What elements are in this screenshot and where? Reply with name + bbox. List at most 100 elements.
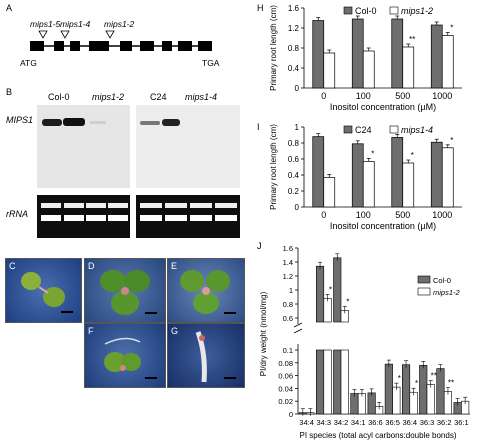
significance-mark: * [450, 24, 453, 33]
legend-label: Col-0 [433, 276, 451, 285]
rrna-band [215, 203, 237, 208]
y-tick-label: 0.04 [278, 384, 293, 393]
significance-mark: ** [448, 379, 454, 388]
bar [312, 136, 325, 208]
significance-mark: * [371, 149, 374, 158]
photo-letter: D [88, 261, 95, 271]
photo-c: C [5, 258, 82, 323]
photo-letter: F [88, 326, 94, 336]
rrna-band [165, 215, 187, 221]
bar [350, 393, 359, 415]
rrna-band [190, 203, 212, 208]
rrna-band [41, 203, 61, 208]
bar [426, 384, 435, 415]
chart-i: 0 0.2 0.4 0.6 0.8 1 0 100 500 1000 * * * C24 mips1-4 Pr… [269, 123, 462, 231]
y-tick-label: 0 [289, 410, 293, 419]
bar [430, 141, 443, 208]
chart-h: 00.40.81.21.60 100 500 1000***Col-0 mips1-2P… [269, 4, 462, 112]
blot-membrane [37, 105, 130, 188]
lane-label: Col-0 [48, 92, 70, 102]
legend-swatch [389, 6, 399, 15]
bar [323, 298, 332, 323]
bar [362, 161, 375, 208]
y-tick-label: 1.6 [288, 4, 300, 13]
rrna-band [64, 203, 84, 208]
legend-swatch [417, 287, 431, 296]
significance-mark: * [415, 379, 418, 388]
bar [351, 18, 364, 89]
insertion-triangle [105, 30, 115, 39]
y-tick-label: 0 [295, 203, 300, 212]
rrna-band [86, 203, 106, 208]
y-tick-label: 1 [289, 286, 293, 295]
legend-label: C24 [355, 125, 372, 135]
x-tick-label: 100 [356, 210, 371, 220]
rrna-band [86, 215, 106, 221]
rrna-band [41, 215, 61, 221]
mips1-band [140, 121, 160, 125]
mips1-band [162, 119, 180, 126]
stop-codon-label: TGA [202, 58, 220, 68]
mips1-band [90, 121, 106, 124]
y-tick-label: 0.8 [288, 139, 300, 148]
y-axis-title: Primary root length (cm) [269, 5, 278, 91]
bar [316, 349, 325, 415]
y-tick-label: 0.6 [288, 155, 300, 164]
rrna-band [215, 215, 237, 221]
legend-label: mips1-4 [401, 125, 433, 135]
significance-mark: * [346, 297, 349, 306]
panel-a-letter: A [6, 3, 13, 13]
y-tick-label: 0.02 [278, 397, 293, 406]
x-axis-title: Inositol concentration (µM) [330, 102, 436, 112]
mips1-band [42, 119, 62, 126]
rrna-band [108, 203, 128, 208]
rrna-band [190, 215, 212, 221]
row-label: rRNA [6, 209, 28, 219]
legend-swatch [343, 6, 353, 15]
photo-letter: E [171, 261, 178, 271]
row-label: MIPS1 [6, 115, 33, 125]
significance-mark: ** [431, 372, 437, 381]
exon [140, 41, 154, 51]
lane-label: C24 [150, 92, 167, 102]
x-tick-label: 36:5 [385, 418, 400, 427]
y-tick-label: 1.4 [283, 258, 293, 267]
start-codon-label: ATG [20, 58, 37, 68]
significance-mark: ** [409, 35, 415, 44]
legend-swatch [417, 275, 431, 284]
panel-j-letter: J [257, 241, 262, 251]
legend-swatch [343, 125, 353, 134]
rrna-band [108, 215, 128, 221]
y-tick-label: 1.2 [283, 272, 293, 281]
bar [443, 391, 452, 415]
insertion-triangle [38, 30, 48, 39]
x-tick-label: 1000 [432, 210, 452, 220]
panel-h-letter: H [257, 3, 264, 13]
significance-mark: * [450, 136, 453, 145]
photo-f: F [84, 323, 166, 388]
y-tick-label: 1.6 [283, 244, 293, 253]
y-tick-label: 0.4 [288, 64, 300, 73]
mips1-band [63, 118, 85, 126]
exon [30, 41, 44, 51]
bar [402, 364, 411, 415]
bar [323, 349, 332, 415]
rrna-band [140, 215, 162, 221]
bar [357, 393, 366, 415]
rrna-band [64, 215, 84, 221]
legend-label: mips1-2 [433, 288, 461, 297]
bar [436, 368, 445, 415]
mutation-label: mips1-5 [30, 19, 61, 29]
x-tick-label: 36:4 [402, 418, 417, 427]
x-tick-label: 500 [395, 210, 410, 220]
rrna-band [140, 203, 162, 208]
exon [198, 41, 212, 51]
photo-e: E [167, 258, 245, 323]
bar [323, 52, 336, 89]
legend-swatch [389, 125, 399, 134]
y-tick-label: 1 [295, 123, 300, 132]
bar [340, 349, 349, 415]
exon [162, 41, 172, 51]
x-tick-label: 1000 [432, 91, 452, 101]
bar [316, 265, 325, 323]
